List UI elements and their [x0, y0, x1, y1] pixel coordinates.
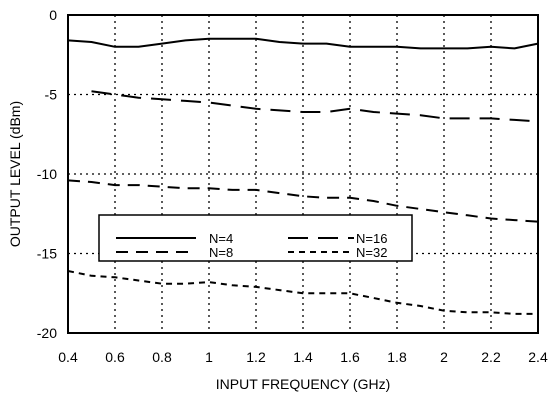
x-tick-label: 1 [205, 349, 213, 365]
y-tick-label: -5 [45, 87, 58, 103]
x-tick-label: 0.8 [152, 349, 172, 365]
plot-frame [67, 14, 539, 334]
legend: N=4 N=16 N=8 N=32 [98, 214, 413, 262]
x-tick-label: 1.4 [293, 349, 313, 365]
x-tick-label: 0.6 [105, 349, 125, 365]
series-lines [67, 37, 539, 315]
series-line-n-32 [67, 270, 538, 315]
x-tick-label: 0.4 [58, 349, 78, 365]
series-line-n-16 [91, 90, 539, 123]
legend-label: N=4 [209, 231, 233, 246]
legend-label: N=8 [209, 245, 233, 260]
x-tick-label: 1.8 [387, 349, 407, 365]
x-tick-label: 2 [440, 349, 448, 365]
x-tick-label: 1.6 [340, 349, 360, 365]
y-tick-label: -20 [37, 325, 57, 341]
y-axis-title: OUTPUT LEVEL (dBm) [7, 101, 23, 247]
y-tick-label: -10 [37, 166, 57, 182]
x-tick-label: 1.2 [246, 349, 266, 365]
legend-label: N=32 [356, 245, 387, 260]
x-tick-label: 2.4 [528, 349, 548, 365]
series-line-n-4 [67, 37, 539, 50]
y-tick-label: -15 [37, 246, 57, 262]
x-axis-title: INPUT FREQUENCY (GHz) [216, 376, 391, 392]
legend-label: N=16 [356, 231, 387, 246]
tick-labels: 0.4 0.6 0.8 1 1.2 1.4 1.6 1.8 2 2.2 2.4 0 -5 -10 -15 -2… [37, 7, 548, 365]
grid [68, 15, 538, 333]
x-tick-label: 2.2 [481, 349, 501, 365]
y-tick-label: 0 [49, 7, 57, 23]
